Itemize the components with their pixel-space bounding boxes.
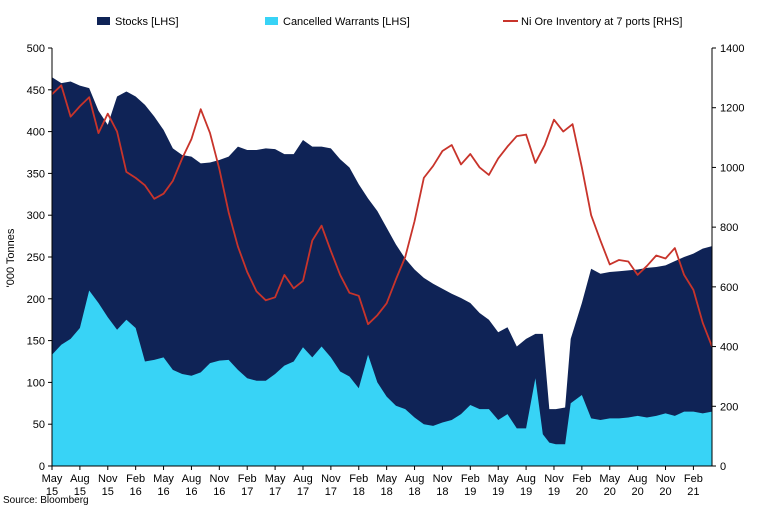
x-tick-year: 19 [548,486,560,498]
x-tick-year: 20 [632,486,644,498]
x-tick-year: 15 [46,486,58,498]
x-tick-year: 20 [659,486,671,498]
x-tick-year: 21 [687,486,699,498]
x-tick-month: May [42,473,63,485]
x-tick-year: 18 [381,486,393,498]
plot-area [51,77,713,466]
y-right-tick-label: 1400 [720,43,744,55]
y-left-tick-label: 400 [27,127,45,139]
y-left-tick-label: 250 [27,252,45,264]
y-right-tick-label: 200 [720,401,738,413]
x-tick-year: 19 [464,486,476,498]
y-right-tick-label: 1200 [720,103,744,115]
legend-label-2: Ni Ore Inventory at 7 ports [RHS] [521,16,682,28]
y-left-tick-label: 0 [39,461,45,473]
y-left-tick-label: 350 [27,168,45,180]
x-tick-month: Feb [572,473,591,485]
x-tick-year: 20 [604,486,616,498]
x-tick-year: 16 [185,486,197,498]
series-area-1 [52,290,712,466]
x-tick-year: 20 [576,486,588,498]
y-left-tick-label: 500 [27,43,45,55]
x-tick-month: Feb [684,473,703,485]
x-tick-year: 17 [241,486,253,498]
x-tick-month: Nov [210,473,230,485]
x-tick-month: Nov [98,473,118,485]
series-line-2 [51,84,713,347]
x-tick-month: Nov [433,473,453,485]
x-tick-year: 19 [492,486,504,498]
axes: 0 50 100 150 200 250 300 350 400 450 500 0 200 400 600… [27,43,745,498]
x-tick-year: 18 [353,486,365,498]
legend: Stocks [LHS] Cancelled Warrants [LHS] Ni O… [97,16,682,28]
x-tick-month: Feb [238,473,257,485]
x-tick-year: 15 [74,486,86,498]
y-left-tick-label: 150 [27,336,45,348]
x-tick-month: Nov [656,473,676,485]
y-axis-left-label: '000 Tonnes [5,228,17,287]
x-tick-year: 18 [436,486,448,498]
legend-label-1: Cancelled Warrants [LHS] [283,16,410,28]
x-tick-year: 18 [408,486,420,498]
x-tick-month: Feb [349,473,368,485]
x-tick-month: May [376,473,397,485]
legend-swatch-1 [265,17,278,25]
x-tick-year: 16 [130,486,142,498]
x-tick-month: Feb [461,473,480,485]
x-tick-month: May [153,473,174,485]
x-tick-month: Nov [544,473,564,485]
x-tick-month: Aug [628,473,648,485]
y-right-tick-label: 800 [720,222,738,234]
x-tick-month: Aug [182,473,202,485]
y-left-tick-label: 50 [33,419,45,431]
x-tick-month: May [488,473,509,485]
y-left-tick-label: 300 [27,210,45,222]
x-tick-year: 16 [157,486,169,498]
x-tick-year: 16 [213,486,225,498]
x-tick-year: 19 [520,486,532,498]
x-tick-year: 17 [325,486,337,498]
x-tick-year: 17 [297,486,309,498]
y-left-tick-label: 450 [27,85,45,97]
x-tick-month: Nov [321,473,341,485]
legend-label-0: Stocks [LHS] [115,16,179,28]
y-left-tick-label: 100 [27,377,45,389]
x-tick-year: 15 [102,486,114,498]
x-tick-month: Feb [126,473,145,485]
x-tick-month: May [599,473,620,485]
source-note: Source: Bloomberg [3,495,89,506]
x-tick-month: Aug [405,473,425,485]
x-tick-month: May [265,473,286,485]
y-right-tick-label: 600 [720,282,738,294]
y-right-tick-label: 400 [720,342,738,354]
y-left-tick-label: 200 [27,294,45,306]
x-tick-month: Aug [516,473,536,485]
y-right-tick-label: 0 [720,461,726,473]
x-tick-year: 17 [269,486,281,498]
legend-swatch-0 [97,17,110,25]
x-tick-month: Aug [70,473,90,485]
x-tick-month: Aug [293,473,313,485]
y-right-tick-label: 1000 [720,162,744,174]
